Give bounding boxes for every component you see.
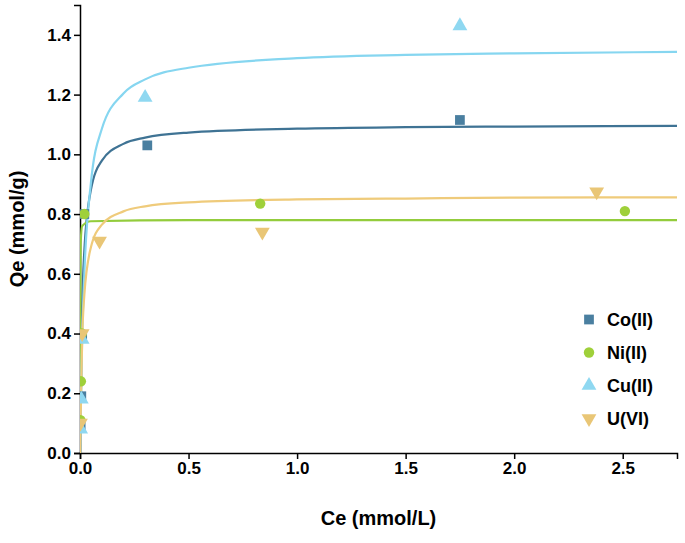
data-point xyxy=(80,376,86,386)
tick-label: 1.4 xyxy=(47,26,71,45)
y-axis: 0.0 0.2 0.4 0.6 0.8 1.0 1.2 1.4 xyxy=(47,6,80,463)
data-point xyxy=(620,206,630,216)
tick-mark xyxy=(74,214,80,216)
tick: 0.0 xyxy=(47,444,80,463)
data-point xyxy=(80,209,90,219)
legend-label: Cu(II) xyxy=(607,376,653,396)
legend-marker xyxy=(584,315,594,325)
tick: 2.5 xyxy=(611,453,635,478)
tick: 2.0 xyxy=(503,453,527,478)
tick: 0.0 xyxy=(69,453,93,478)
tick: 1.5 xyxy=(394,453,418,478)
data-point xyxy=(80,419,88,432)
tick-label: 2.5 xyxy=(611,459,635,478)
plot-area xyxy=(80,17,677,453)
tick-label: 1.5 xyxy=(394,459,418,478)
legend-label: Co(II) xyxy=(607,310,653,330)
legend-marker xyxy=(582,377,597,390)
tick-label: 0.8 xyxy=(47,205,71,224)
legend-marker xyxy=(582,414,597,427)
data-point xyxy=(455,115,465,125)
x-axis: 0.0 0.5 1.0 1.5 2.0 2.5 xyxy=(69,453,678,478)
tick-label: 0.0 xyxy=(69,459,93,478)
tick-mark xyxy=(74,94,80,96)
data-point xyxy=(142,141,152,151)
tick-label: 1.2 xyxy=(47,86,71,105)
tick: 1.2 xyxy=(47,86,80,105)
tick: 1.0 xyxy=(286,453,310,478)
tick-label: 0.6 xyxy=(47,265,71,284)
legend-label: U(VI) xyxy=(607,409,649,429)
data-point xyxy=(80,209,89,219)
legend-marker xyxy=(584,347,594,357)
chart: 0.0 0.5 1.0 1.5 2.0 2.5 0.0 0.2 0.4 0.6 0.8 1.0 1.2 1… xyxy=(0,0,685,543)
tick: 0.6 xyxy=(47,265,80,284)
x-axis-title: Ce (mmol/L) xyxy=(321,507,437,529)
tick: 0.5 xyxy=(177,453,201,478)
tick-mark xyxy=(74,154,80,156)
tick-label: 0.2 xyxy=(47,384,71,403)
tick: 0.8 xyxy=(47,205,80,224)
data-point xyxy=(453,17,468,30)
tick-label: 0.5 xyxy=(177,459,201,478)
tick-mark xyxy=(74,453,80,455)
fit-line xyxy=(80,220,677,453)
tick-mark xyxy=(74,35,80,37)
tick-mark xyxy=(74,274,80,276)
axis-line xyxy=(74,6,81,454)
tick-label: 2.0 xyxy=(503,459,527,478)
tick: 0.2 xyxy=(47,384,80,403)
tick-label: 0.0 xyxy=(47,444,71,463)
axis-line xyxy=(81,454,678,460)
tick-mark xyxy=(74,333,80,335)
legend-label: Ni(II) xyxy=(607,343,647,363)
data-point xyxy=(80,329,90,342)
tick: 1.0 xyxy=(47,145,80,164)
data-point xyxy=(80,391,89,404)
tick-label: 0.4 xyxy=(47,324,71,343)
data-point xyxy=(255,228,270,241)
tick-label: 1.0 xyxy=(286,459,310,478)
fit-line xyxy=(80,126,677,453)
tick-label: 1.0 xyxy=(47,145,71,164)
tick-mark xyxy=(74,393,80,395)
data-point xyxy=(92,237,107,250)
fit-line xyxy=(80,52,677,453)
tick: 0.4 xyxy=(47,324,80,343)
legend: Co(II) Ni(II) Cu(II) U(VI) xyxy=(582,310,653,429)
tick: 1.4 xyxy=(47,26,80,45)
fit-line xyxy=(80,197,677,453)
data-point xyxy=(255,198,265,208)
data-point xyxy=(589,187,604,200)
y-axis-title: Qe (mmol/g) xyxy=(6,171,28,288)
data-point xyxy=(138,89,153,102)
